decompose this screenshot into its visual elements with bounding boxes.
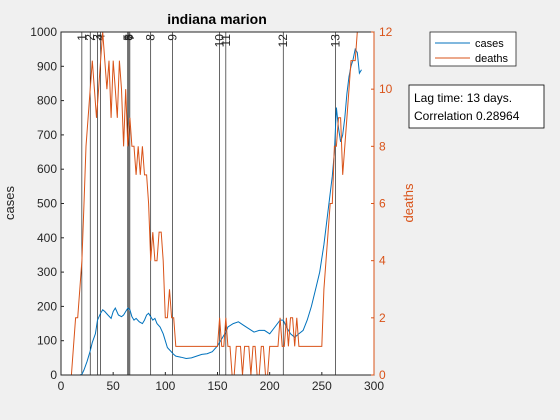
y-axis-label: cases (2, 186, 17, 220)
left-axis-ticks: 0 100 200 300 400 500 600 700 800 900 1000 (30, 25, 64, 382)
x-tick-label-200: 200 (260, 379, 280, 393)
x-tick-label-250: 250 (312, 379, 332, 393)
y-tick-label-200: 200 (37, 299, 57, 313)
y-right-tick-label-12: 12 (379, 25, 393, 39)
y-right-tick-label-4: 4 (379, 254, 386, 268)
y-right-tick-label-6: 6 (379, 197, 386, 211)
x-tick-label-0: 0 (58, 379, 65, 393)
legend-label-deaths: deaths (475, 53, 509, 65)
y-tick-label-0: 0 (50, 368, 57, 382)
annotation-lag: Lag time: 13 days. (414, 91, 512, 105)
y-right-tick-label-8: 8 (379, 139, 386, 153)
y-tick-label-900: 900 (37, 59, 57, 73)
event-label-1: 1 (75, 34, 89, 41)
legend: cases deaths (429, 31, 517, 67)
x-axis-ticks: 0 50 100 150 200 250 300 (58, 372, 384, 393)
event-label-8: 8 (144, 34, 158, 41)
y-tick-label-1000: 1000 (30, 25, 57, 39)
x-tick-label-50: 50 (106, 379, 120, 393)
y-right-tick-label-2: 2 (379, 311, 386, 325)
event-label-4: 4 (94, 34, 108, 41)
legend-label-cases: cases (475, 38, 504, 50)
series-line-deaths (70, 31, 358, 376)
event-label-11: 11 (219, 34, 233, 47)
y-tick-label-800: 800 (37, 94, 57, 108)
y-tick-label-300: 300 (37, 265, 57, 279)
event-label-12: 12 (276, 34, 290, 48)
y-right-tick-label-0: 0 (379, 368, 386, 382)
event-label-13: 13 (328, 34, 342, 48)
x-tick-label-300: 300 (364, 379, 384, 393)
axes-background (61, 32, 374, 375)
event-label-5: 5 (121, 34, 135, 41)
event-label-10: 10 (213, 34, 227, 48)
y-tick-label-700: 700 (37, 128, 57, 142)
series-layer (70, 31, 362, 376)
y-tick-label-400: 400 (37, 231, 57, 245)
event-label-2: 2 (83, 34, 97, 41)
annotation-box: Lag time: 13 days. Correlation 0.28964 (408, 84, 545, 129)
legend-box (429, 31, 517, 67)
y-tick-label-500: 500 (37, 197, 57, 211)
chart-title: indiana marion (167, 11, 267, 27)
event-label-6: 6 (122, 34, 136, 41)
x-tick-label-100: 100 (155, 379, 175, 393)
annotation-correlation: Correlation 0.28964 (414, 109, 520, 123)
x-tick-label-150: 150 (207, 379, 227, 393)
right-axis-ticks: 0 2 4 6 8 10 12 (371, 25, 393, 382)
y-tick-label-100: 100 (37, 334, 57, 348)
event-label-3: 3 (91, 34, 105, 41)
y-right-tick-label-10: 10 (379, 82, 393, 96)
y-tick-label-600: 600 (37, 162, 57, 176)
annotation-border (408, 84, 545, 129)
series-line-cases (71, 47, 362, 376)
event-label-9: 9 (166, 34, 180, 41)
event-label-7: 7 (123, 34, 137, 41)
y-axis-label-right: deaths (401, 183, 416, 223)
